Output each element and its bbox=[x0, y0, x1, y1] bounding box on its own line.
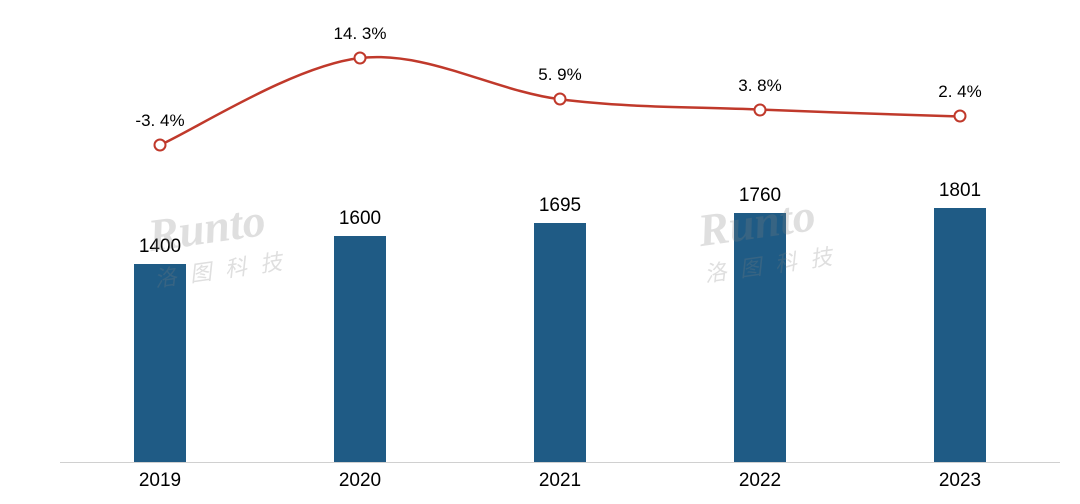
bar bbox=[534, 223, 586, 462]
x-axis-label: 2020 bbox=[339, 470, 381, 492]
bar bbox=[734, 213, 786, 462]
bar-value-label: 1801 bbox=[939, 180, 981, 202]
x-axis-label: 2023 bbox=[939, 470, 981, 492]
x-axis-label: 2022 bbox=[739, 470, 781, 492]
x-axis-label: 2019 bbox=[139, 470, 181, 492]
line-value-label: 3. 8% bbox=[738, 76, 781, 96]
bar bbox=[934, 208, 986, 462]
line-marker bbox=[954, 110, 967, 123]
line-marker bbox=[354, 52, 367, 65]
line-value-label: 14. 3% bbox=[334, 24, 387, 44]
line-value-label: 5. 9% bbox=[538, 65, 581, 85]
line-marker bbox=[554, 93, 567, 106]
line-marker bbox=[754, 103, 767, 116]
x-axis-line bbox=[60, 462, 1060, 463]
x-axis-label: 2021 bbox=[539, 470, 581, 492]
bar-value-label: 1695 bbox=[539, 195, 581, 217]
bar-value-label: 1760 bbox=[739, 185, 781, 207]
line-value-label: -3. 4% bbox=[135, 111, 184, 131]
line-marker bbox=[154, 139, 167, 152]
bar-value-label: 1600 bbox=[339, 208, 381, 230]
bar bbox=[334, 236, 386, 462]
line-value-label: 2. 4% bbox=[938, 82, 981, 102]
bar-value-label: 1400 bbox=[139, 236, 181, 258]
bar bbox=[134, 264, 186, 462]
chart-area: 1400 2019 1600 2020 1695 2021 1760 2022 1801 2023… bbox=[0, 0, 1080, 504]
